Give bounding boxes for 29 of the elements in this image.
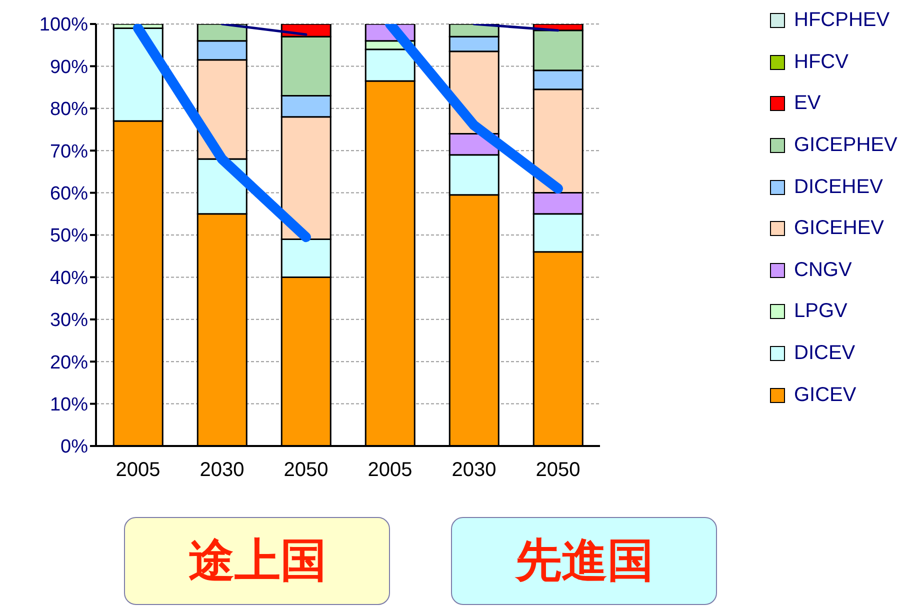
legend-label: HFCPHEV bbox=[794, 9, 890, 32]
legend-label: CNGV bbox=[794, 258, 852, 282]
text: 先進国 bbox=[515, 532, 654, 589]
x-tick-label: 2030 bbox=[452, 459, 496, 482]
legend-label: GICEPHEV bbox=[794, 134, 898, 158]
y-tick-label: 100% bbox=[39, 14, 88, 36]
legend-label: DICEV bbox=[794, 342, 856, 366]
x-tick-label: 2050 bbox=[536, 459, 580, 482]
legend-label: GICEHEV bbox=[794, 217, 884, 240]
x-tick-label: 2050 bbox=[284, 459, 328, 482]
y-tick-label: 30% bbox=[50, 310, 88, 332]
y-tick-label: 70% bbox=[50, 141, 88, 162]
y-tick-label: 40% bbox=[50, 268, 88, 289]
x-tick-label: 2005 bbox=[116, 459, 160, 482]
y-tick-label: 20% bbox=[50, 352, 88, 374]
y-tick-label: 60% bbox=[50, 184, 88, 205]
y-tick-label: 80% bbox=[50, 99, 88, 120]
legend-label: DICEHEV bbox=[794, 176, 883, 199]
text: 途上国 bbox=[188, 532, 326, 589]
y-tick-label: 10% bbox=[50, 394, 88, 416]
x-tick-label: 2005 bbox=[368, 459, 412, 482]
legend-label: GICEV bbox=[794, 384, 856, 407]
y-tick-label: 0% bbox=[60, 436, 88, 458]
legend-label: HFCV bbox=[794, 50, 848, 74]
y-tick-label: 90% bbox=[50, 56, 88, 78]
y-tick-label: 50% bbox=[50, 226, 88, 247]
legend-label: EV bbox=[794, 92, 821, 116]
x-tick-label: 2030 bbox=[200, 459, 244, 482]
legend-label: LPGV bbox=[794, 300, 848, 324]
